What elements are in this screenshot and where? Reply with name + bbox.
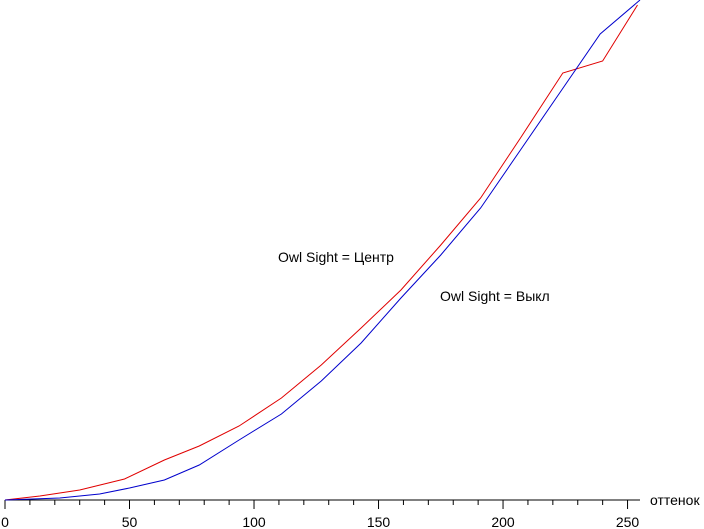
x-tick-label: 0 — [1, 514, 9, 529]
x-tick-label: 200 — [491, 514, 515, 529]
x-tick-label: 250 — [616, 514, 640, 529]
data-line — [4, 0, 641, 501]
series-label: Owl Sight = Центр — [278, 249, 394, 265]
series-label: Owl Sight = Выкл — [440, 288, 550, 304]
data-line — [4, 4, 638, 501]
x-tick-label: 150 — [367, 514, 391, 529]
x-tick-label: 50 — [122, 514, 138, 529]
x-tick-label: 100 — [242, 514, 266, 529]
x-axis-label: оттенок — [650, 492, 700, 508]
